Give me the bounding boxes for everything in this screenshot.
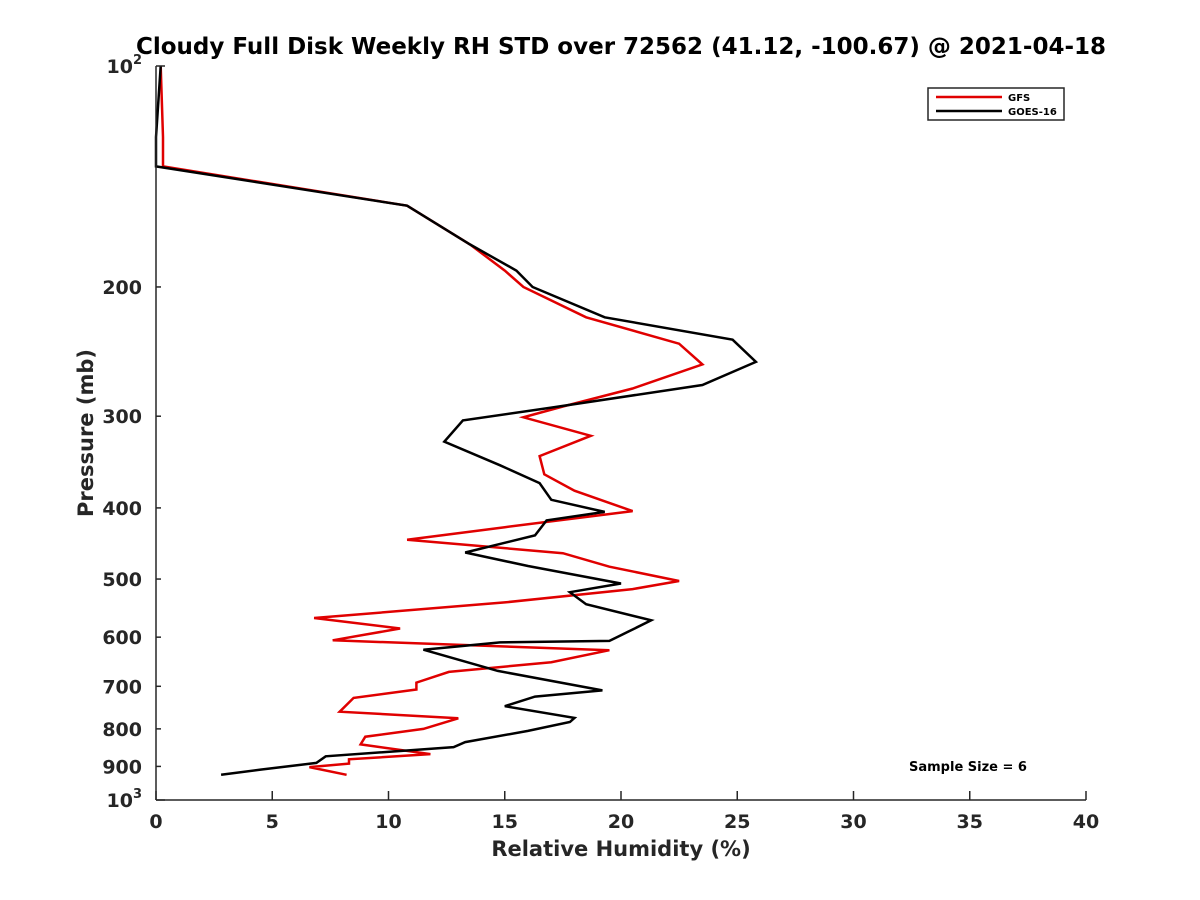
x-axis-ticks: 0 5 10 15 20 25 30 35 40 (149, 791, 1099, 833)
x-tick-label: 10 (375, 811, 401, 833)
y-tick-label: 900 (102, 756, 142, 778)
legend-label-gfs: GFS (1008, 93, 1030, 104)
series-layer (154, 65, 759, 777)
series-line-gfs (159, 65, 705, 777)
x-tick-label: 20 (608, 811, 634, 833)
legend-box (927, 87, 1065, 121)
y-axis-label: Pressure (mb) (74, 349, 98, 517)
chart-title: Cloudy Full Disk Weekly RH STD over 7256… (136, 34, 1106, 60)
y-tick-label: 300 (102, 406, 142, 428)
legend: GFS GOES-16 (927, 87, 1065, 121)
y-tick-label: 800 (102, 719, 142, 741)
y-axis-ticks: 102 200 300 400 500 600 700 800 900 103 (102, 53, 165, 812)
y-tick-label: 200 (102, 277, 142, 299)
x-tick-label: 15 (492, 811, 518, 833)
legend-label-goes-16: GOES-16 (1008, 107, 1057, 118)
plot-area: 0 5 10 15 20 25 30 35 40 102 200 300 400 500 600 700 80… (102, 53, 1099, 833)
x-tick-label: 0 (149, 811, 162, 833)
sample-size-annotation: Sample Size = 6 (909, 760, 1027, 775)
y-tick-label: 103 (107, 787, 143, 812)
x-tick-label: 35 (957, 811, 983, 833)
y-tick-label: 102 (107, 53, 143, 78)
x-axis-label: Relative Humidity (%) (491, 837, 750, 861)
x-tick-label: 25 (724, 811, 750, 833)
y-tick-label: 600 (102, 627, 142, 649)
x-tick-label: 5 (266, 811, 279, 833)
y-tick-label: 400 (102, 498, 142, 520)
y-tick-label: 500 (102, 569, 142, 591)
x-tick-label: 30 (840, 811, 866, 833)
series-line-goes-16 (154, 65, 759, 777)
plot-background (156, 66, 1086, 800)
y-tick-label: 700 (102, 676, 142, 698)
x-tick-label: 40 (1073, 811, 1099, 833)
